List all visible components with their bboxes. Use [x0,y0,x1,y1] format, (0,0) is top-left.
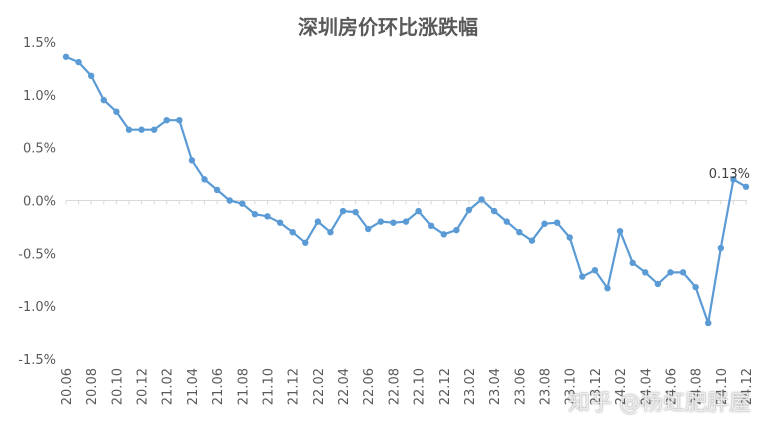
data-point [75,58,82,66]
x-tick-label: 22.04 [337,368,352,405]
data-point [402,218,410,225]
data-point [339,207,347,215]
data-point [541,220,548,227]
x-tick-label: 23.06 [513,368,528,405]
data-point [478,196,485,203]
x-tick-label: 22.02 [312,368,327,405]
data-point [679,269,687,276]
x-tick-label: 24.02 [614,368,629,405]
data-point [692,283,699,291]
data-point [213,186,221,194]
data-point [440,231,447,238]
data-point [516,229,523,236]
data-point [579,273,586,280]
x-tick-label: 22.06 [362,368,377,405]
data-point [415,207,422,215]
chart-title: 深圳房价环比涨跌幅 [298,15,478,39]
x-tick-label: 23.08 [539,368,554,405]
data-point [717,244,725,252]
data-point [642,269,649,276]
data-point [62,53,70,60]
y-tick-label: -1.0% [18,300,56,315]
data-point [390,219,397,226]
data-point [365,225,372,233]
y-tick-label: 1.5% [23,36,56,51]
y-tick-label: 0.0% [23,195,56,210]
x-tick-label: 22.08 [387,368,402,405]
data-point [503,218,510,225]
x-tick-label: 21.02 [161,368,176,405]
data-point [87,72,95,80]
data-point [327,229,334,236]
x-tick-label: 20.10 [110,368,125,405]
data-point [289,229,296,236]
data-point [163,116,170,124]
data-point [654,280,662,288]
data-point [377,218,385,225]
x-tick-label: 23.02 [463,368,478,405]
data-point [276,219,284,226]
watermark-text: 知乎 @杨虹肥胖屋 [568,391,751,416]
data-point [150,126,158,133]
data-point [138,126,145,133]
data-point [742,183,750,190]
x-tick-label: 22.10 [413,368,428,405]
x-tick-label: 21.04 [186,368,201,405]
data-point [176,116,183,124]
series-line [65,55,747,325]
data-point [201,176,208,183]
x-tick-label: 20.06 [60,368,75,405]
x-tick-label: 20.12 [136,368,151,405]
data-point [239,200,246,207]
data-point [453,226,460,234]
data-point [226,197,233,204]
x-tick-label: 21.12 [287,368,302,405]
data-point [604,285,611,292]
x-tick-label: 21.08 [236,368,251,405]
x-tick-label: 24.10 [715,368,730,405]
y-tick-label: -1.5% [18,353,56,368]
x-tick-label: 24.06 [664,368,679,405]
data-point [730,176,737,183]
x-tick-label: 24.08 [690,368,705,405]
data-point [705,319,712,327]
x-tick-label: 24.12 [740,368,755,405]
y-tick-label: -0.5% [18,247,56,262]
data-point [553,219,561,226]
data-point [566,234,573,241]
data-point [302,239,309,246]
x-tick-label: 24.04 [639,368,654,405]
data-label: 0.13% [709,167,750,182]
y-tick-label: 0.5% [23,142,56,157]
x-tick-label: 21.10 [261,368,276,405]
x-tick-label: 21.06 [211,368,226,405]
data-point [264,213,271,220]
y-tick-label: 1.0% [23,89,56,104]
data-point [616,227,624,235]
data-point [125,126,133,133]
data-point [352,208,359,216]
data-point [528,237,536,244]
x-tick-label: 23.10 [564,368,579,405]
data-point [465,206,473,214]
data-point [667,269,674,276]
data-point [100,96,107,104]
x-tick-label: 22.12 [438,368,453,405]
data-point [591,267,599,274]
data-point [629,259,636,267]
data-point [490,207,498,215]
x-tick-label: 23.04 [488,368,503,405]
x-tick-label: 20.08 [85,368,100,405]
data-point [113,108,120,115]
x-tick-label: 23.12 [589,368,604,405]
data-point [188,157,196,164]
data-point [251,211,259,218]
data-point [314,218,322,225]
data-point [427,222,435,230]
